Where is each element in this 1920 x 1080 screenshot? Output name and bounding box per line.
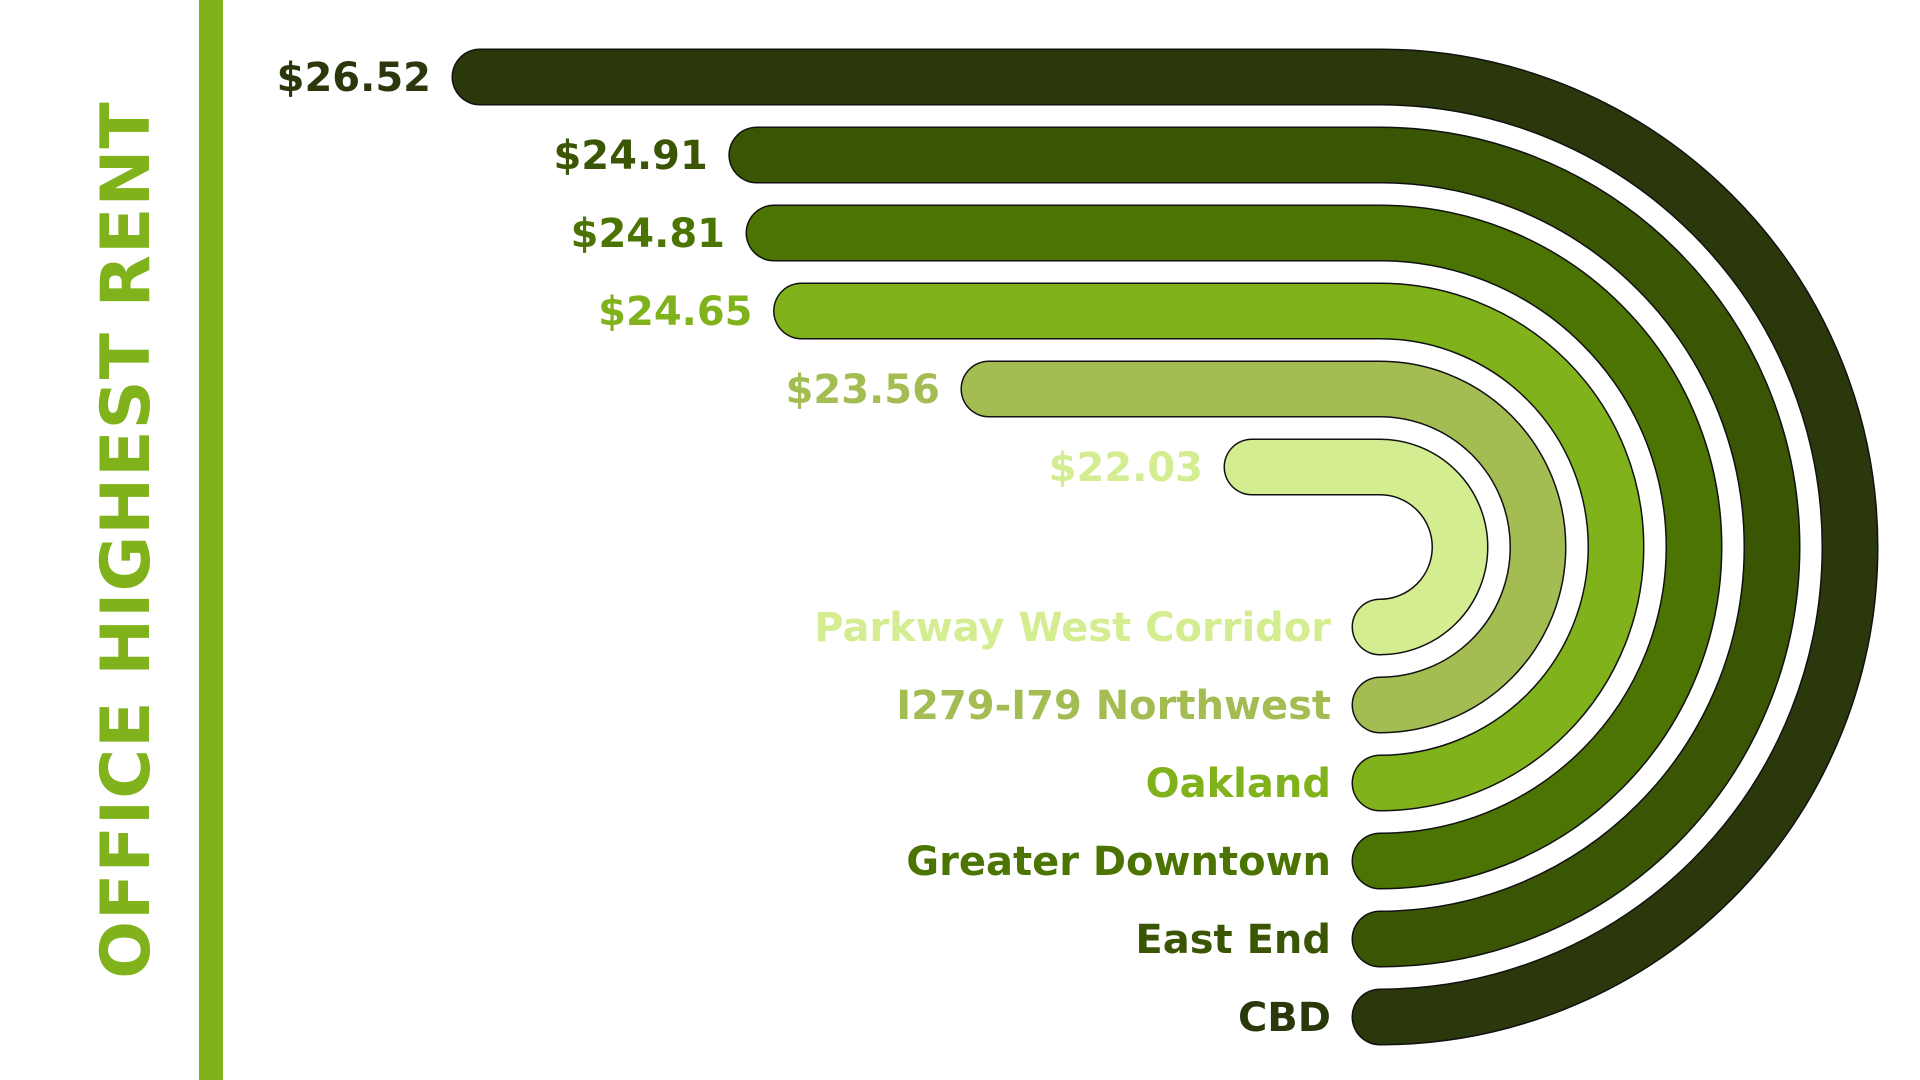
bar-greater-downtown (747, 206, 1721, 888)
bars-layer (451, 48, 1879, 1046)
value-label-cbd: $26.52 (277, 55, 431, 101)
category-label-parkway-west-corridor: Parkway West Corridor (814, 605, 1331, 651)
bar-i279-i79-northwest (961, 362, 1565, 732)
value-label-greater-downtown: $24.81 (571, 211, 725, 257)
bar-oakland (774, 284, 1643, 810)
value-label-parkway-west-corridor: $22.03 (1049, 445, 1203, 491)
category-label-cbd: CBD (1238, 995, 1331, 1041)
labels-layer: $26.52 CBD $24.91 East End $24.81 Greater Dow… (277, 55, 1332, 1041)
value-label-oakland: $24.65 (598, 289, 752, 335)
accent-bar (199, 0, 223, 1080)
bar-cbd (453, 50, 1877, 1044)
value-label-i279-i79-northwest: $23.56 (786, 367, 940, 413)
value-label-east-end: $24.91 (553, 133, 707, 179)
bar-parkway-west-corridor (1225, 440, 1487, 654)
category-label-i279-i79-northwest: I279-I79 Northwest (896, 683, 1331, 729)
category-label-oakland: Oakland (1146, 761, 1331, 807)
bar-east-end (729, 128, 1799, 966)
category-label-greater-downtown: Greater Downtown (906, 839, 1331, 885)
category-label-east-end: East End (1135, 917, 1331, 963)
